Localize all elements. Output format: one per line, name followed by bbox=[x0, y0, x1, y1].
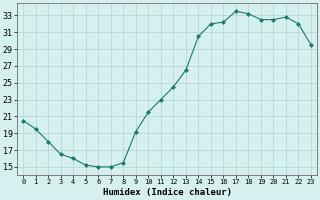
X-axis label: Humidex (Indice chaleur): Humidex (Indice chaleur) bbox=[103, 188, 232, 197]
